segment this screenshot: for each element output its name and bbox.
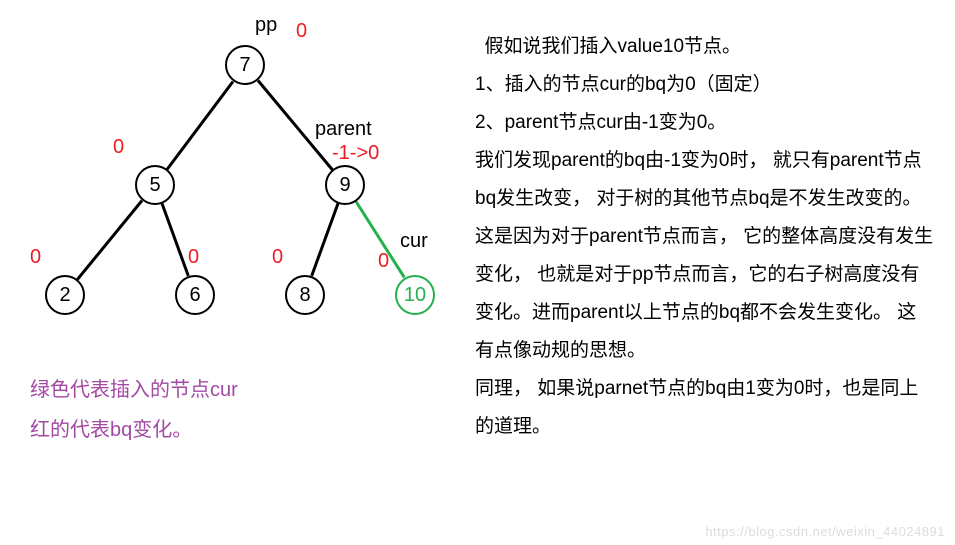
tree-label: 0	[296, 20, 307, 43]
exp-p6: 同理， 如果说parnet节点的bq由1变为0时，也是同上的道理。	[475, 370, 935, 446]
tree-label: 0	[272, 246, 283, 269]
exp-p5: 这是因为对于parent节点而言， 它的整体高度没有发生变化， 也就是对于pp节…	[475, 218, 935, 370]
tree-label: 0	[188, 246, 199, 269]
tree-node-7: 7	[225, 45, 265, 85]
legend-line-1: 绿色代表插入的节点cur	[30, 370, 238, 410]
tree-label: cur	[400, 230, 428, 253]
legend-block: 绿色代表插入的节点cur 红的代表bq变化。	[30, 370, 238, 450]
watermark: https://blog.csdn.net/weixin_44024891	[705, 524, 945, 539]
exp-p1: 假如说我们插入value10节点。	[475, 28, 935, 66]
tree-node-5: 5	[135, 165, 175, 205]
tree-label: parent	[315, 118, 372, 141]
tree-label: pp	[255, 14, 277, 37]
tree-edge	[166, 80, 234, 170]
tree-label: -1->0	[332, 142, 379, 165]
tree-node-6: 6	[175, 275, 215, 315]
tree-label: 0	[30, 246, 41, 269]
tree-edge	[76, 200, 143, 281]
tree-label: 0	[113, 136, 124, 159]
legend-line-2: 红的代表bq变化。	[30, 410, 238, 450]
tree-edge	[160, 203, 189, 276]
tree-edge	[310, 203, 339, 276]
explanation-block: 假如说我们插入value10节点。 1、插入的节点cur的bq为0（固定） 2、…	[475, 28, 935, 446]
tree-label: 0	[378, 250, 389, 273]
exp-p2: 1、插入的节点cur的bq为0（固定）	[475, 66, 935, 104]
tree-node-9: 9	[325, 165, 365, 205]
exp-p4: 我们发现parent的bq由-1变为0时， 就只有parent节点bq发生改变，…	[475, 142, 935, 218]
tree-node-2: 2	[45, 275, 85, 315]
tree-node-8: 8	[285, 275, 325, 315]
exp-p3: 2、parent节点cur由-1变为0。	[475, 104, 935, 142]
tree-node-10: 10	[395, 275, 435, 315]
